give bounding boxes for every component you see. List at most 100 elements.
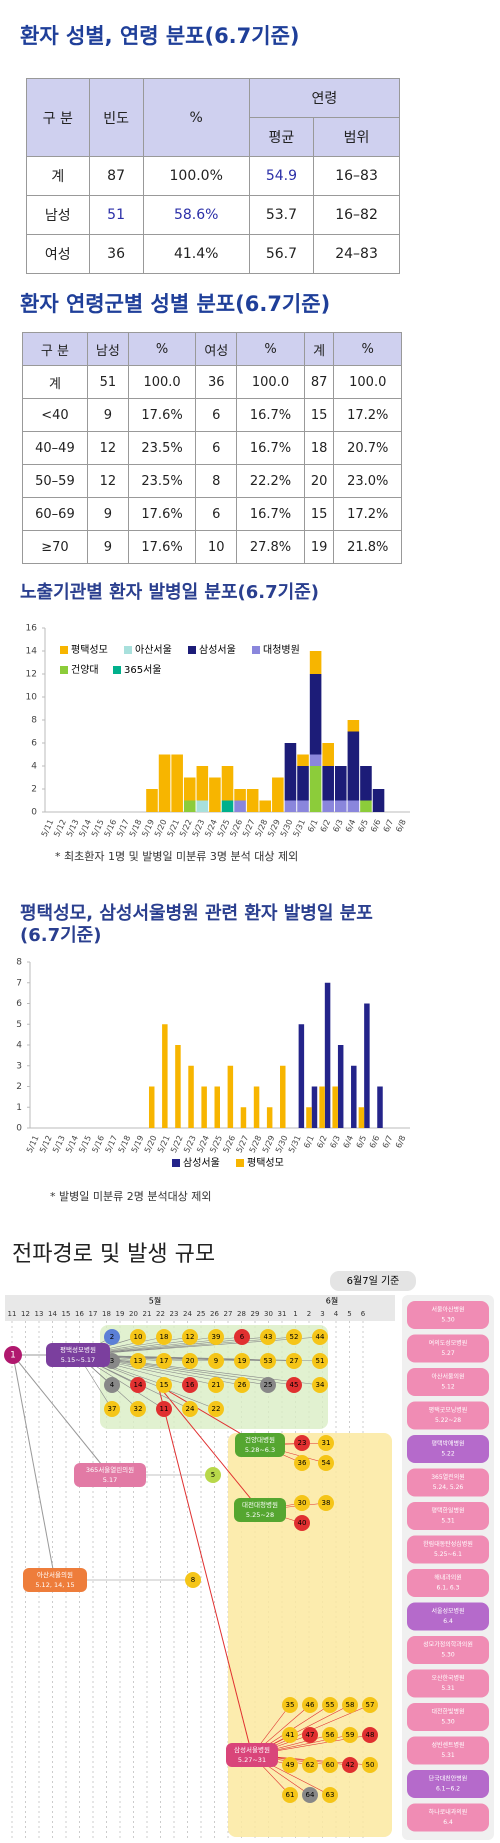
facility-period: 5.22 <box>441 1451 455 1458</box>
facility <box>407 1736 489 1765</box>
patient-id: 21 <box>212 1381 221 1389</box>
day: 3 <box>320 1310 324 1318</box>
facility-period: 6.4 <box>443 1819 453 1826</box>
patient <box>342 1727 358 1743</box>
table-cell: 36 <box>88 234 144 274</box>
day: 19 <box>116 1310 125 1318</box>
facility <box>407 1770 489 1798</box>
y-tick-label: 8 <box>31 716 37 726</box>
day: 22 <box>156 1310 165 1318</box>
patient <box>342 1757 358 1773</box>
patient-id: 35 <box>286 1701 295 1709</box>
patient <box>282 1757 298 1773</box>
bar <box>183 777 196 801</box>
bar <box>259 800 272 812</box>
bar <box>334 766 347 801</box>
table-cell: 17.6% <box>127 398 197 432</box>
patient <box>302 1727 318 1743</box>
facility <box>407 1669 489 1698</box>
table-cell: 58.6% <box>142 195 250 235</box>
x-tick-label: 6/5 <box>356 818 370 833</box>
patient <box>302 1787 318 1803</box>
facility-name: 평택굿모닝병원 <box>429 1406 468 1414</box>
patient <box>362 1757 378 1773</box>
day: 5 <box>347 1310 351 1318</box>
table-cell: 10 <box>195 530 238 564</box>
table-cell: 22.2% <box>236 464 305 498</box>
table-cell: 18 <box>303 431 335 465</box>
patient-id: 26 <box>238 1381 247 1389</box>
bar <box>347 720 360 732</box>
header-cell: 연령 <box>248 78 401 118</box>
patient-id: 22 <box>212 1405 221 1413</box>
facility-name: 아산서울의원 <box>431 1373 464 1381</box>
patient <box>318 1455 334 1471</box>
table-cell: 56.7 <box>248 234 315 274</box>
table-cell: 23.5% <box>127 464 197 498</box>
patient <box>322 1697 338 1713</box>
table-cell: 60–69 <box>22 497 88 531</box>
patient <box>322 1787 338 1803</box>
legend-swatch <box>113 666 121 674</box>
hub <box>235 1433 285 1457</box>
patient <box>286 1377 302 1393</box>
facility <box>407 1636 489 1664</box>
facility-name: 성모가정의학과의원 <box>423 1641 473 1649</box>
table-cell: 51 <box>88 195 144 235</box>
patient <box>208 1329 224 1345</box>
patient <box>294 1515 310 1531</box>
patient-id: 63 <box>326 1791 335 1799</box>
table-cell: 16.7% <box>236 497 305 531</box>
table-cell: 17.2% <box>333 398 402 432</box>
legend-swatch <box>188 646 196 654</box>
patient-id: 23 <box>298 1439 307 1447</box>
hub-period: 5.27~31 <box>238 1756 266 1764</box>
edge <box>12 1354 111 1476</box>
header-cell: 계 <box>303 332 335 366</box>
patient <box>205 1467 221 1483</box>
bar <box>196 800 209 812</box>
table-cell: 87 <box>88 156 144 196</box>
as-of: 6월7일 기준 <box>347 1275 400 1287</box>
day: 14 <box>48 1310 57 1318</box>
facility-name: 한림대동탄성심병원 <box>423 1540 473 1548</box>
bar <box>246 789 259 812</box>
table-cell: 24–83 <box>313 234 400 274</box>
x-tick-label: 6/8 <box>394 1134 408 1149</box>
day: 4 <box>334 1310 339 1318</box>
patient <box>260 1329 276 1345</box>
table-cell: 남성 <box>26 195 90 235</box>
table-cell: 23.0% <box>333 464 402 498</box>
bar <box>221 766 234 801</box>
hub-period: 5.12, 14, 15 <box>35 1581 74 1589</box>
table-row: ≥70 9 17.6% 10 27.8% 19 21.8% <box>22 530 402 564</box>
bar <box>298 1024 305 1128</box>
table-cell: 21.8% <box>333 530 402 564</box>
bar <box>322 743 334 766</box>
hub-period: 5.28~6.3 <box>245 1446 275 1454</box>
patient <box>234 1329 250 1345</box>
patient <box>322 1727 338 1743</box>
y-tick-label: 4 <box>31 762 37 772</box>
table-row: 여성 36 41.4% 56.7 24–83 <box>26 234 400 274</box>
as-of-badge <box>330 1271 416 1291</box>
y-tick-label: 2 <box>31 785 37 795</box>
day: 18 <box>102 1310 111 1318</box>
table-cell: 17.6% <box>127 530 197 564</box>
bar <box>234 789 246 801</box>
facility-name: 여의도성모병원 <box>429 1339 468 1347</box>
hub <box>23 1568 87 1592</box>
bar <box>162 1024 168 1128</box>
facility-name: 해내과의원 <box>434 1574 462 1582</box>
patient <box>104 1401 120 1417</box>
patient-id: 17 <box>160 1357 169 1365</box>
facility-name: 하나로내과의원 <box>429 1808 468 1816</box>
facility-period: 5.30 <box>441 1719 455 1726</box>
patient <box>294 1435 310 1451</box>
bar <box>227 1065 234 1128</box>
patient <box>156 1377 172 1393</box>
patient <box>294 1495 310 1511</box>
table-cell: 16.7% <box>236 398 305 432</box>
bar <box>175 1045 181 1128</box>
